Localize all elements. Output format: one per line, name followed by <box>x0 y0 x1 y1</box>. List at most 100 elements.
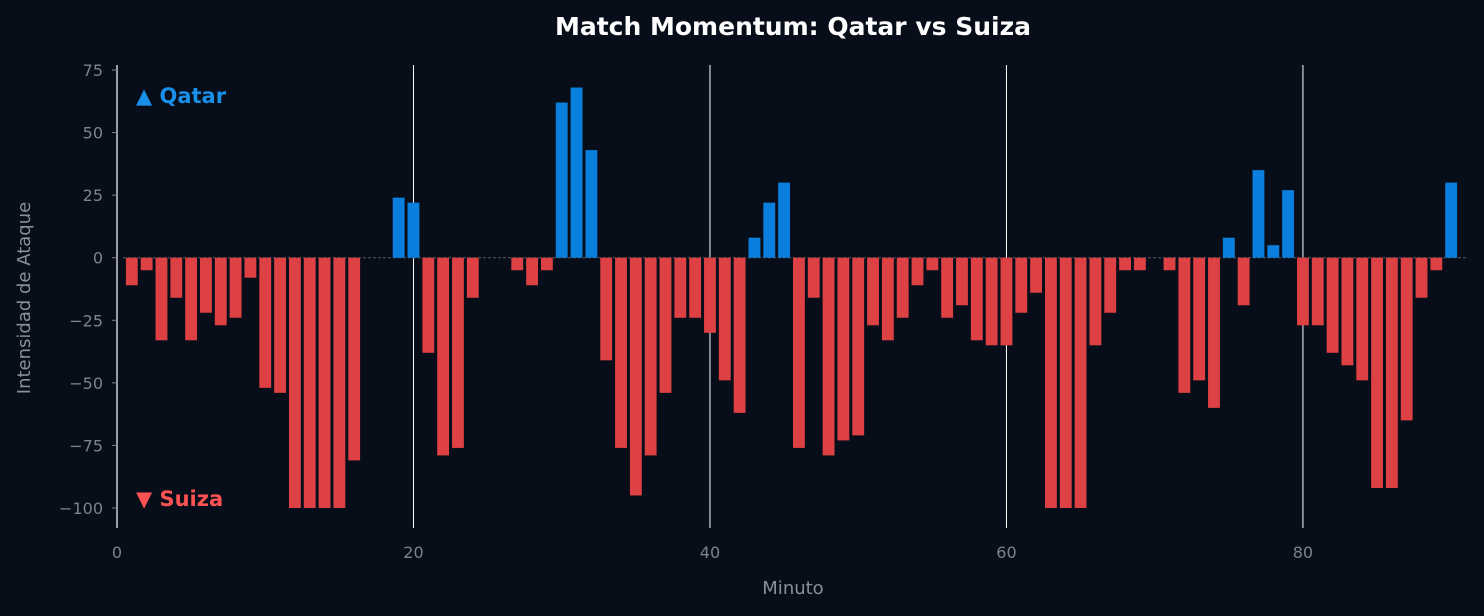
bar-minute-63 <box>1044 257 1057 508</box>
bar-minute-73 <box>1193 257 1206 381</box>
bar-minute-14 <box>318 257 331 508</box>
bar-minute-19 <box>392 197 405 258</box>
bar-minute-49 <box>837 257 850 441</box>
bar-minute-90 <box>1445 182 1458 258</box>
bar-minute-56 <box>941 257 954 318</box>
x-tick-label: 40 <box>700 543 720 562</box>
bar-minute-21 <box>422 257 435 353</box>
x-tick-label: 0 <box>112 543 122 562</box>
bar-minute-29 <box>540 257 553 271</box>
bar-minute-8 <box>229 257 242 318</box>
bar-minute-78 <box>1267 245 1280 258</box>
bar-minute-30 <box>555 102 568 258</box>
bar-minute-3 <box>155 257 168 341</box>
bar-minute-86 <box>1385 257 1398 488</box>
bar-minute-60 <box>1000 257 1013 346</box>
x-axis-label: Minuto <box>762 578 823 599</box>
bar-minute-7 <box>214 257 227 326</box>
bar-minute-83 <box>1341 257 1354 366</box>
bar-minute-68 <box>1119 257 1131 271</box>
bar-minute-64 <box>1059 257 1072 508</box>
bar-minute-10 <box>259 257 272 388</box>
bar-minute-62 <box>1030 257 1043 293</box>
y-tick-label: −50 <box>69 374 103 393</box>
bars-group <box>125 87 1458 508</box>
bar-minute-23 <box>452 257 464 448</box>
y-tick-label: 50 <box>83 124 103 143</box>
bar-minute-69 <box>1133 257 1146 271</box>
bar-minute-43 <box>748 237 761 258</box>
bar-minute-36 <box>644 257 657 456</box>
y-tick-label: −25 <box>69 311 103 330</box>
bar-minute-67 <box>1104 257 1117 313</box>
y-tick-label: −75 <box>69 436 103 455</box>
bar-minute-34 <box>615 257 627 448</box>
x-tick-label: 80 <box>1293 543 1313 562</box>
bar-minute-84 <box>1356 257 1369 381</box>
bar-minute-71 <box>1163 257 1176 271</box>
bar-minute-38 <box>674 257 687 318</box>
bar-minute-55 <box>926 257 939 271</box>
bar-minute-1 <box>125 257 138 286</box>
bar-minute-16 <box>348 257 361 461</box>
bar-minute-72 <box>1178 257 1191 393</box>
bar-minute-82 <box>1326 257 1339 353</box>
bar-minute-79 <box>1282 190 1295 258</box>
bar-minute-31 <box>570 87 583 258</box>
bar-minute-6 <box>200 257 212 313</box>
bar-minute-20 <box>407 202 420 258</box>
bar-minute-37 <box>659 257 672 393</box>
axes-group: 75 50 25 0 −25 −50 −75 −100 0 20 40 60 80 <box>59 61 1313 562</box>
bar-minute-75 <box>1222 237 1235 258</box>
bar-minute-11 <box>274 257 286 393</box>
bar-minute-65 <box>1074 257 1087 508</box>
bar-minute-12 <box>288 257 301 508</box>
bar-minute-53 <box>896 257 909 318</box>
bar-minute-45 <box>778 182 791 258</box>
bar-minute-39 <box>689 257 702 318</box>
bar-minute-41 <box>718 257 731 381</box>
bar-minute-27 <box>511 257 524 271</box>
bar-minute-46 <box>792 257 805 448</box>
bar-minute-47 <box>807 257 820 298</box>
legend-qatar: ▲ Qatar <box>136 84 227 108</box>
bar-minute-50 <box>852 257 865 436</box>
y-tick-label: 25 <box>83 186 103 205</box>
bar-minute-80 <box>1297 257 1309 326</box>
bar-minute-51 <box>867 257 879 326</box>
bar-minute-77 <box>1252 170 1265 258</box>
x-tick-label: 20 <box>403 543 423 562</box>
bar-minute-61 <box>1015 257 1028 313</box>
bar-minute-54 <box>911 257 924 286</box>
y-tick-label: −100 <box>59 499 103 518</box>
bar-minute-88 <box>1415 257 1428 298</box>
bar-minute-85 <box>1371 257 1383 488</box>
y-tick-label: 0 <box>93 249 103 268</box>
x-tick-label: 60 <box>996 543 1016 562</box>
bar-minute-58 <box>970 257 983 341</box>
y-tick-label: 75 <box>83 61 103 80</box>
bar-minute-2 <box>140 257 153 271</box>
legend-suiza: ▼ Suiza <box>136 487 223 511</box>
bar-minute-66 <box>1089 257 1102 346</box>
bar-minute-59 <box>985 257 998 346</box>
chart-title: Match Momentum: Qatar vs Suiza <box>555 12 1031 41</box>
bar-minute-76 <box>1237 257 1250 306</box>
bar-minute-5 <box>185 257 198 341</box>
bar-minute-24 <box>466 257 479 298</box>
bar-minute-89 <box>1430 257 1443 271</box>
bar-minute-57 <box>956 257 968 306</box>
bar-minute-35 <box>629 257 642 496</box>
bar-minute-22 <box>437 257 450 456</box>
bar-minute-52 <box>881 257 894 341</box>
bar-minute-32 <box>585 150 598 258</box>
bar-minute-81 <box>1311 257 1324 326</box>
bar-minute-28 <box>526 257 539 286</box>
bar-minute-44 <box>763 202 776 258</box>
bar-minute-4 <box>170 257 183 298</box>
y-axis-label: Intensidad de Ataque <box>14 202 35 394</box>
bar-minute-42 <box>733 257 746 413</box>
bar-minute-74 <box>1208 257 1220 408</box>
bar-minute-87 <box>1400 257 1413 421</box>
